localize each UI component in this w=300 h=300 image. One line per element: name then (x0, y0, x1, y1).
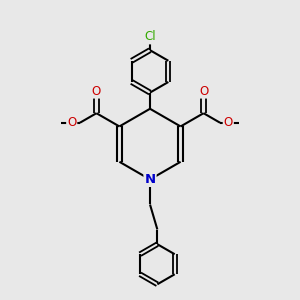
Text: O: O (224, 116, 233, 129)
Text: N: N (144, 173, 156, 186)
Text: O: O (199, 85, 208, 98)
Text: Cl: Cl (144, 30, 156, 44)
Text: O: O (92, 85, 101, 98)
Text: O: O (67, 116, 76, 129)
